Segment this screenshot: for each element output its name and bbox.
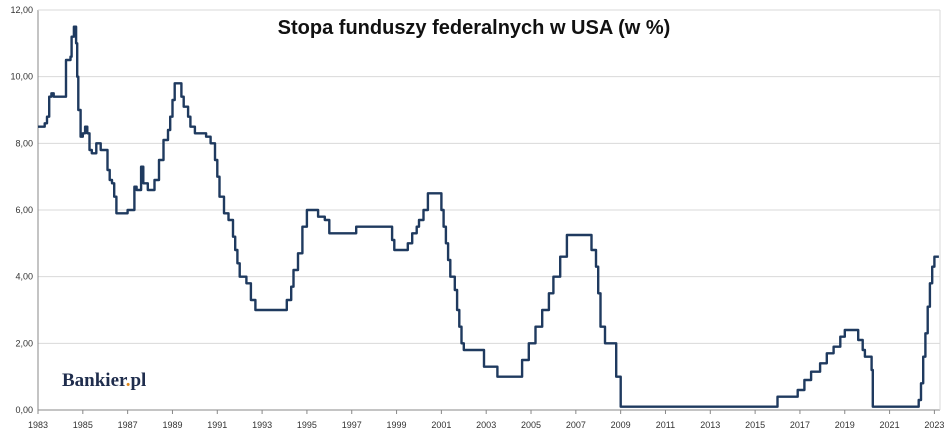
y-tick-label: 8,00 bbox=[15, 138, 33, 148]
x-tick-label: 2015 bbox=[745, 420, 765, 430]
logo-tld: pl bbox=[130, 370, 146, 391]
x-tick-label: 2009 bbox=[611, 420, 631, 430]
x-tick-label: 2021 bbox=[880, 420, 900, 430]
logo-dot: . bbox=[126, 370, 131, 391]
x-tick-label: 1995 bbox=[297, 420, 317, 430]
y-tick-label: 6,00 bbox=[15, 205, 33, 215]
x-tick-label: 2023 bbox=[924, 420, 944, 430]
svg-text:Bankier.pl: Bankier.pl bbox=[62, 370, 146, 391]
x-tick-label: 2011 bbox=[656, 420, 675, 430]
y-tick-label: 4,00 bbox=[15, 272, 33, 282]
y-tick-label: 10,00 bbox=[10, 72, 33, 82]
series-line-fed-funds-rate bbox=[38, 25, 939, 408]
x-tick-label: 2019 bbox=[835, 420, 855, 430]
x-tick-label: 2017 bbox=[790, 420, 810, 430]
x-tick-label: 1985 bbox=[73, 420, 93, 430]
x-tick-label: 2007 bbox=[566, 420, 586, 430]
x-tick-label: 1987 bbox=[118, 420, 138, 430]
logo-main-text: Bankier bbox=[62, 370, 128, 391]
y-tick-label: 12,00 bbox=[10, 5, 33, 15]
x-tick-label: 1999 bbox=[387, 420, 407, 430]
chart-title: Stopa funduszy federalnych w USA (w %) bbox=[278, 17, 671, 39]
x-tick-label: 1993 bbox=[252, 420, 272, 430]
x-tick-label: 2003 bbox=[476, 420, 496, 430]
x-tick-label: 1997 bbox=[342, 420, 362, 430]
x-tick-label: 2013 bbox=[700, 420, 720, 430]
x-tick-label: 2005 bbox=[521, 420, 541, 430]
series-layer bbox=[38, 25, 939, 408]
x-tick-label: 2001 bbox=[431, 420, 451, 430]
y-tick-label: 0,00 bbox=[15, 405, 33, 415]
axes: 0,00 2,00 4,00 6,00 8,00 10,00 12,00 1983 1985 19… bbox=[10, 5, 944, 430]
x-tick-label: 1983 bbox=[28, 420, 48, 430]
y-tick-label: 2,00 bbox=[15, 338, 33, 348]
x-tick-label: 1991 bbox=[207, 420, 227, 430]
bankier-logo: Bankier.pl bbox=[62, 370, 146, 391]
x-tick-label: 1989 bbox=[162, 420, 182, 430]
